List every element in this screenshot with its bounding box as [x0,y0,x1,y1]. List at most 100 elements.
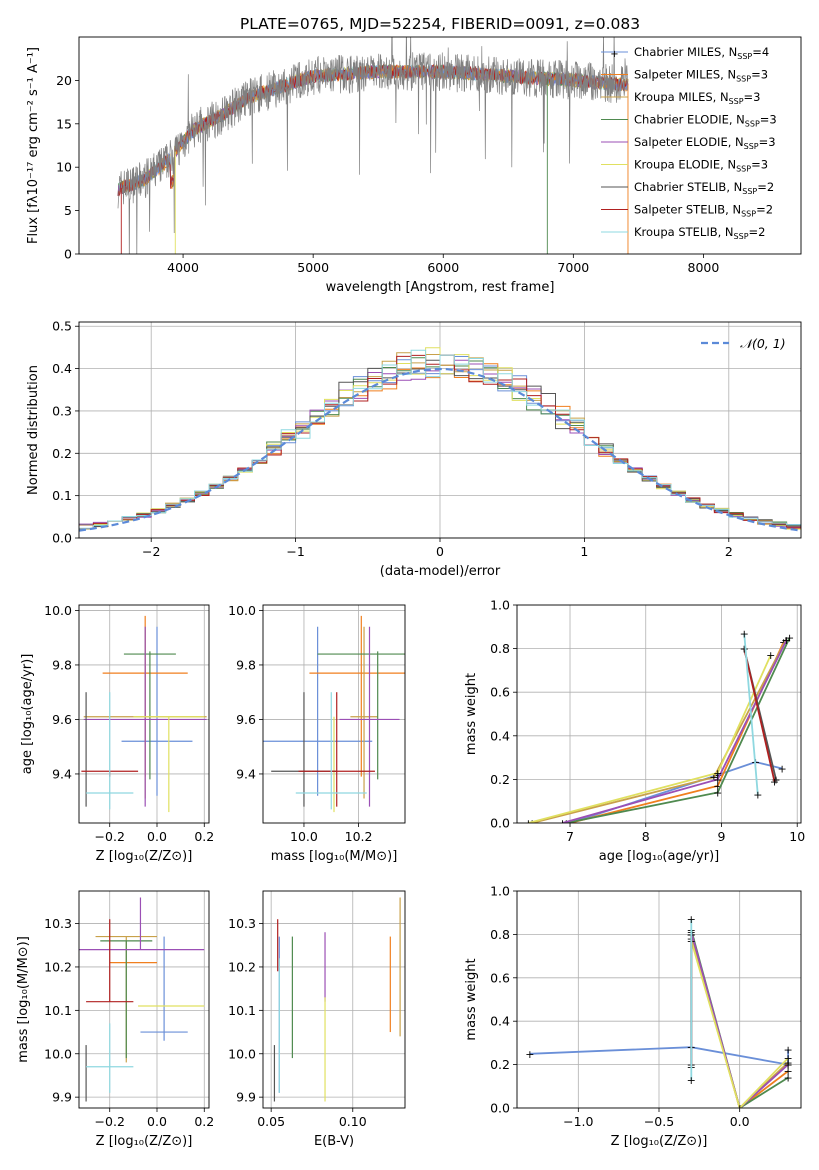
residuals-xtick-label: 0 [436,544,444,559]
age_vs_Z-ylabel: age [log₁₀(age/yr)] [20,654,35,775]
weight_vs_Z-point-marker: + [783,1065,792,1078]
mass_vs_Z-xtick-label: −0.2 [95,1114,125,1129]
legend-entry-tail: =2 [749,225,766,239]
spectrum-ytick-label: 0 [64,247,72,262]
mass_vs_Z-frame [78,890,210,1109]
legend-entry-text: Chabrier MILES, N [634,45,737,59]
mass_vs_EBV-ytick-label: 10.2 [228,959,256,974]
residuals-ytick-label: 0.3 [52,403,72,418]
legend-entry-label: Kroupa MILES, NSSP=3 [634,90,760,106]
legend-entry-text: Kroupa MILES, N [634,90,729,104]
weight_vs_age-series-line [743,648,776,782]
weight_vs_age-plot-area: +++++++++++++++++++++++++ [517,605,801,830]
weight_vs_Z-ytick-label: 0.8 [490,927,510,942]
age_vs_Z-ytick-label: 9.4 [52,766,72,781]
age_vs_mass-ytick-label: 10.0 [228,603,256,618]
weight_vs_age-point-marker: + [785,632,794,645]
spectrum-ytick-label: 10 [56,160,72,175]
weight_vs_age-point-marker: + [562,817,571,830]
age_vs_Z-xtick-label: 0.0 [147,829,167,844]
weight_vs_age-xtick-label: 8 [642,829,650,844]
spectrum-axes: 4000 5000 6000 7000 8000 0 5 10 15 20 wavelength [… [26,36,802,295]
spectrum-xlabel: wavelength [Angstrom, rest frame] [326,280,555,295]
age_vs_mass-ytick-label: 9.6 [236,712,256,727]
residuals-plot-area [79,322,801,538]
legend-entry-subscript: SSP [736,75,751,84]
weight_vs_age-point-marker: + [713,786,722,799]
weight_vs_age-xtick-label: 10 [789,829,805,844]
legend-entry-text: Salpeter ELODIE, N [634,135,744,149]
mass_vs_Z-ytick-label: 10.1 [44,1003,72,1018]
figure-title: PLATE=0765, MJD=52254, FIBERID=0091, z=0… [240,15,640,33]
legend-entry-tail: =3 [751,68,768,82]
weight_vs_age-xtick-label: 7 [566,829,574,844]
weight_vs_age-series-line [569,641,785,823]
legend-entry-tail: =2 [756,203,773,217]
mass_vs_Z-ytick-label: 10.3 [44,916,72,931]
spectrum-ytick-label: 5 [64,203,72,218]
legend-entry-tail: =3 [759,135,776,149]
mass_vs_EBV-ytick-label: 9.9 [236,1090,256,1105]
weight_vs_Z-point-marker: + [735,1102,744,1115]
mass_vs_EBV-xtick-label: 0.10 [339,1114,367,1129]
legend-entry-tail: =3 [744,90,761,104]
weight_vs_age-point-marker: + [713,767,722,780]
spectrum-ytick-label: 15 [56,116,72,131]
weight_vs_age-series-line [569,761,783,823]
mass_vs_Z-ylabel: mass [log₁₀(M/M⊙)] [16,936,31,1063]
weight_vs_age-xlabel: age [log₁₀(age/yr)] [599,849,720,864]
spectrum-xtick-label: 4000 [167,260,199,275]
legend-entry-tail: =2 [757,180,774,194]
mass_vs_Z-axes: −0.2 0.0 0.2 9.9 10.0 10.1 10.2 10.3 Z [log₁₀(Z/… [16,890,214,1149]
weight_vs_Z-point-marker: + [783,1059,792,1072]
spectrum-xtick-label: 7000 [557,260,589,275]
residuals-ytick-label: 0.5 [52,319,72,334]
residuals-axes: −2 −1 0 1 2 0.0 0.1 0.2 0.3 0.4 0.5 (data-model)/er… [26,319,802,579]
mass_vs_EBV-ytick-label: 10.1 [228,1003,256,1018]
legend-entry-subscript: SSP [734,232,749,241]
legend-entry-label: Salpeter STELIB, NSSP=2 [634,203,773,219]
mass_vs_EBV-plot-area [263,891,405,1108]
legend-marker: + [610,49,618,60]
age_vs_Z-ytick-label: 9.8 [52,657,72,672]
weight_vs_age-point-marker: + [771,773,780,786]
legend-entry-tail: =4 [752,45,769,59]
mass_vs_Z-ytick-label: 10.2 [44,959,72,974]
weight_vs_age-series-line [528,654,772,823]
weight_vs_age-point-marker: + [766,649,775,662]
legend-entry-label: Kroupa STELIB, NSSP=2 [634,225,765,241]
mass_vs_EBV-xlabel: E(B-V) [314,1134,354,1149]
weight_vs_age-ytick-label: 0.8 [490,641,510,656]
legend-entry-label: Chabrier ELODIE, NSSP=3 [634,113,777,129]
weight_vs_age-point-marker: + [713,773,722,786]
weight_vs_age-ytick-label: 0.0 [490,816,510,831]
spectrum-observed-line [117,37,629,254]
mass_vs_EBV-xtick-label: 0.05 [257,1114,285,1129]
age_vs_mass-xtick-label: 10.0 [290,829,318,844]
spectrum-xtick-label: 6000 [427,260,459,275]
age_vs_Z-xtick-label: 0.2 [194,829,214,844]
weight_vs_age-ytick-label: 0.2 [490,772,510,787]
age_vs_mass-ytick-label: 9.4 [236,766,256,781]
weight_vs_Z-ylabel: mass weight [464,958,479,1040]
weight_vs_age-point-marker: + [740,627,749,640]
residuals-xtick-label: 1 [580,544,588,559]
weight_vs_Z-frame [516,890,802,1109]
legend-entry-label: Salpeter MILES, NSSP=3 [634,68,768,84]
weight_vs_age-series-line [743,633,759,795]
weight_vs_age-point-marker: + [777,763,786,776]
spectrum-frame [78,36,802,255]
legend-entry-label: 𝒩(0, 1) [740,336,786,351]
legend-entry-subscript: SSP [737,52,752,61]
residuals-xtick-label: −1 [286,544,304,559]
age_vs_Z-frame [78,604,210,824]
legend-entry-subscript: SSP [744,142,759,151]
mass_vs_Z-plot-area [79,891,209,1108]
legend-entry-tail: =3 [751,158,768,172]
weight_vs_age-ylabel: mass weight [464,673,479,755]
legend-entry-subscript: SSP [736,165,751,174]
residuals-frame [78,321,802,539]
age_vs_mass-plot-area [263,605,405,823]
legend-entry-text: Kroupa ELODIE, N [634,158,736,172]
